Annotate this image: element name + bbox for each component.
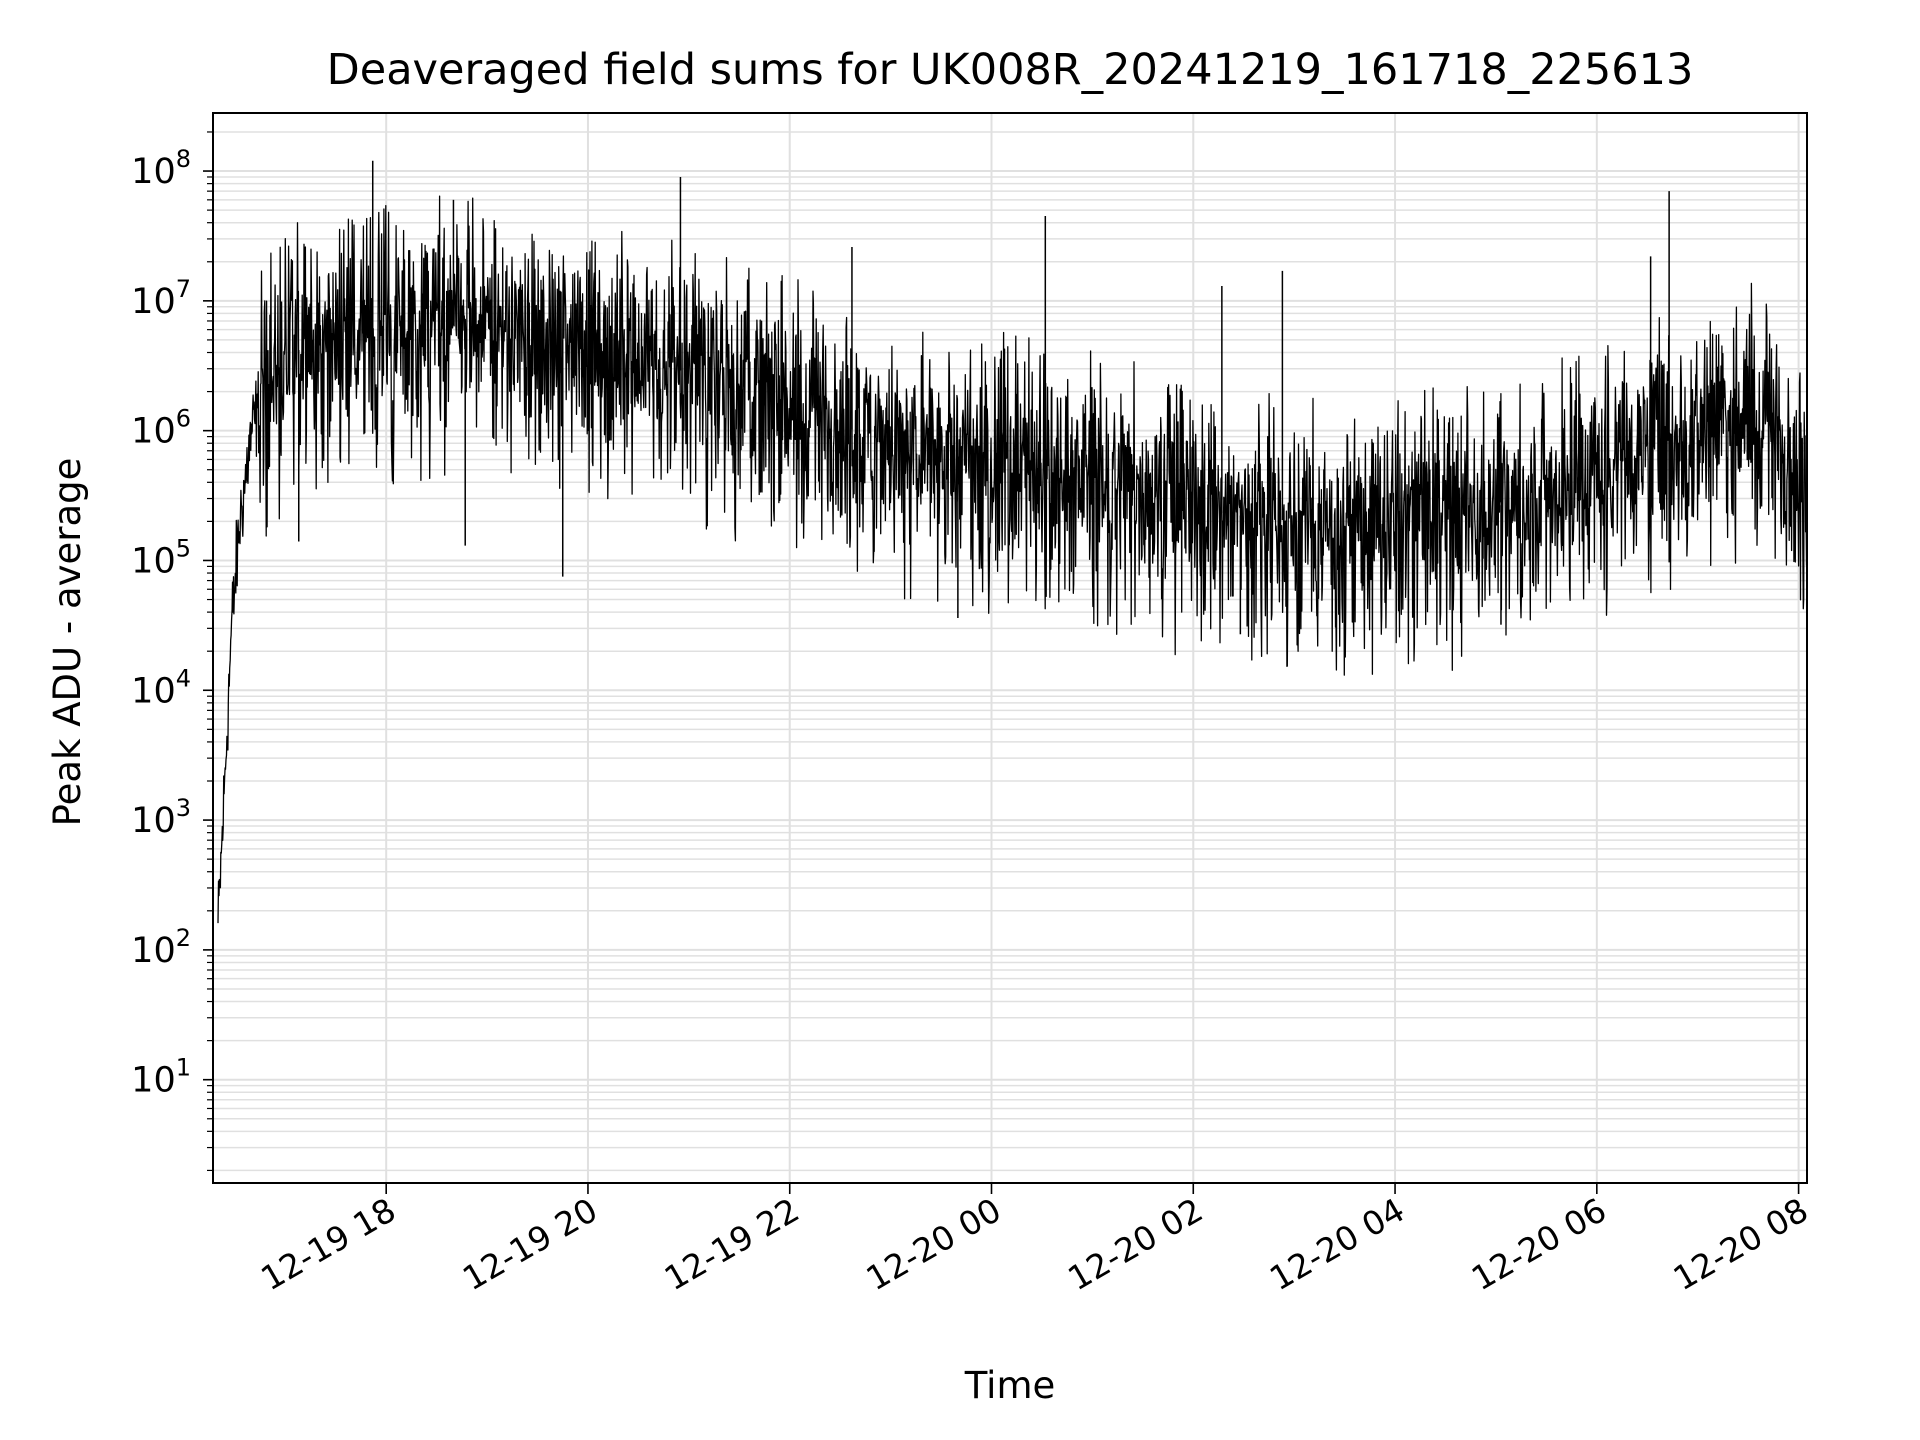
x-axis-label: Time — [964, 1364, 1056, 1407]
y-tick-label: 101 — [131, 1054, 191, 1101]
x-tick-label: 12-19 20 — [456, 1190, 604, 1298]
y-tick-label: 108 — [131, 145, 191, 192]
series-layer — [217, 160, 1808, 924]
y-axis-label: Peak ADU - average — [46, 458, 89, 827]
y-tick-label: 107 — [131, 275, 191, 322]
plot-area-frame — [212, 112, 1808, 1184]
x-tick-label: 12-20 00 — [860, 1190, 1008, 1298]
chart-title: Deaveraged field sums for UK008R_2024121… — [327, 45, 1694, 95]
y-tick-label: 106 — [131, 405, 191, 452]
series-line — [217, 195, 1808, 924]
x-tick-label: 12-20 02 — [1061, 1190, 1209, 1298]
y-tick-label: 102 — [131, 924, 191, 971]
x-tick-label: 12-20 04 — [1263, 1190, 1411, 1298]
y-tick-label: 103 — [131, 794, 191, 841]
y-tick-label: 105 — [131, 534, 191, 581]
x-tick-label: 12-19 18 — [254, 1190, 402, 1298]
x-tick-label: 12-20 06 — [1465, 1190, 1613, 1298]
grid-layer — [213, 113, 1807, 1183]
x-tick-label: 12-19 22 — [658, 1190, 806, 1298]
y-tick-label: 104 — [131, 664, 191, 711]
x-tick-label: 12-20 08 — [1667, 1190, 1815, 1298]
